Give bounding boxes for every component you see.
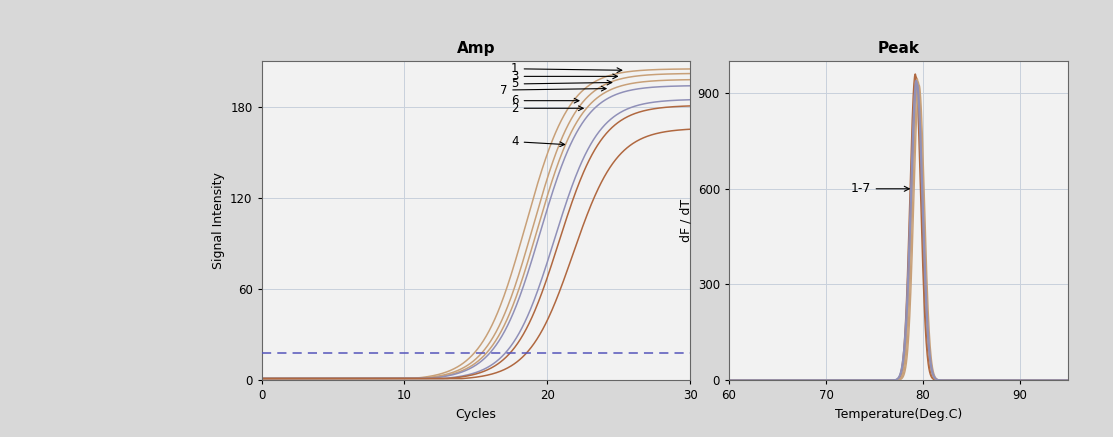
Title: Amp: Amp — [456, 41, 495, 56]
Text: 2: 2 — [511, 102, 583, 115]
Text: 7: 7 — [500, 83, 607, 97]
Y-axis label: Signal Intensity: Signal Intensity — [211, 172, 225, 269]
Text: 1: 1 — [511, 62, 622, 75]
Y-axis label: dF / dT: dF / dT — [679, 199, 692, 242]
Text: 1-7: 1-7 — [850, 182, 909, 195]
X-axis label: Cycles: Cycles — [455, 408, 496, 421]
Text: 4: 4 — [511, 135, 564, 148]
Text: 6: 6 — [511, 94, 579, 107]
Text: 5: 5 — [511, 77, 612, 90]
Title: Peak: Peak — [878, 41, 919, 56]
Text: 3: 3 — [511, 70, 618, 83]
X-axis label: Temperature(Deg.C): Temperature(Deg.C) — [835, 408, 963, 421]
